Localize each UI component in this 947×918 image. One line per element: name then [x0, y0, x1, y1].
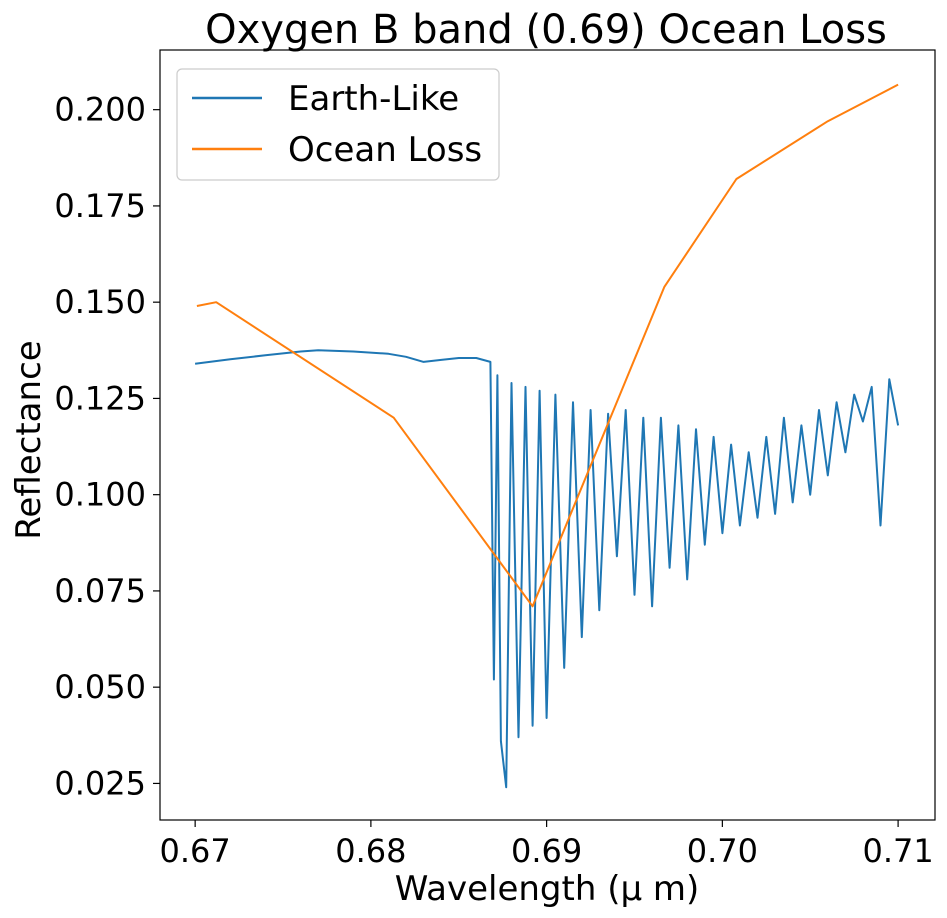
y-ticks: 0.025 0.050 0.075 0.100 0.125 0.150 0.175 0.200 [54, 91, 160, 802]
series-layer [194, 83, 900, 789]
plot-frame [159, 49, 936, 821]
x-tick-label: 0.70 [687, 832, 758, 870]
y-tick-label: 0.200 [54, 91, 146, 129]
y-tick-label: 0.025 [54, 764, 146, 802]
x-axis-label: Wavelength (μ m) [395, 869, 700, 909]
x-tick-label: 0.69 [511, 832, 582, 870]
chart-title: Oxygen B band (0.69) Ocean Loss [205, 7, 887, 53]
y-tick-label: 0.100 [54, 476, 146, 514]
x-tick-label: 0.71 [862, 832, 933, 870]
x-ticks: 0.67 0.68 0.69 0.70 0.71 [160, 820, 934, 870]
y-tick-label: 0.125 [54, 379, 146, 417]
legend-label-earth-like: Earth-Like [288, 79, 459, 119]
y-tick-label: 0.050 [54, 668, 146, 706]
series-line-ocean-loss [196, 83, 899, 608]
y-tick-label: 0.150 [54, 283, 146, 321]
legend-label-ocean-loss: Ocean Loss [288, 130, 482, 170]
legend: Earth-Like Ocean Loss [176, 68, 500, 181]
x-tick-label: 0.67 [160, 832, 231, 870]
y-axis-label: Reflectance [9, 340, 49, 539]
x-tick-label: 0.68 [335, 832, 406, 870]
y-tick-label: 0.075 [54, 572, 146, 610]
series-line-earth-like [194, 349, 900, 789]
y-tick-label: 0.175 [54, 187, 146, 225]
